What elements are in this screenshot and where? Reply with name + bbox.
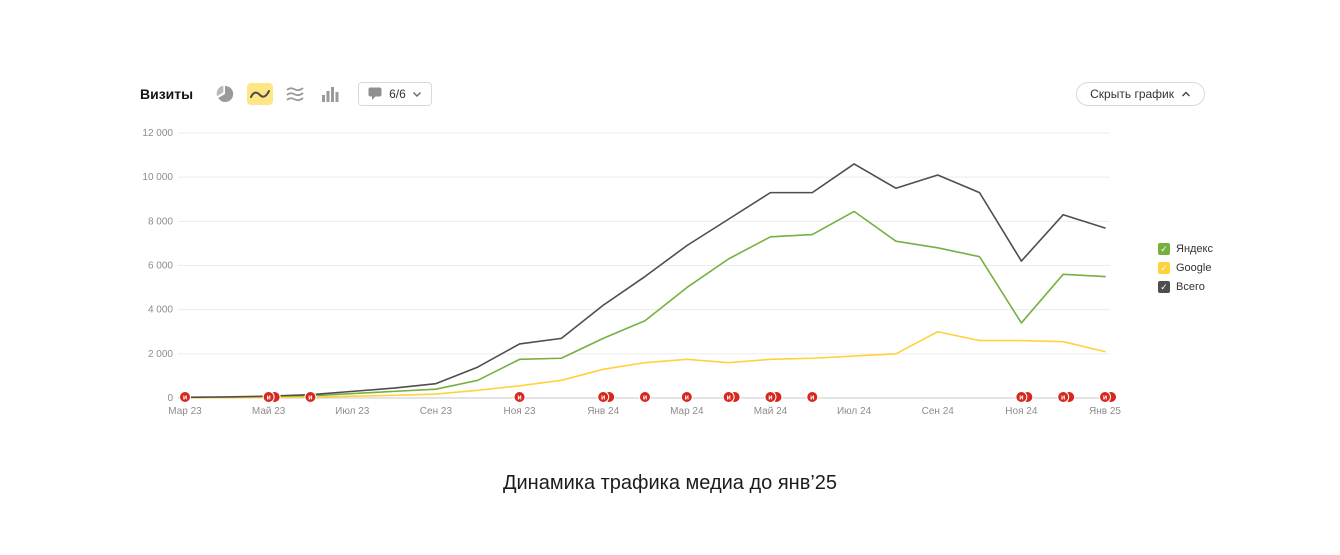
- svg-text:и: и: [768, 395, 772, 402]
- svg-text:Ноя 23: Ноя 23: [503, 406, 536, 417]
- legend-label: Яндекс: [1176, 243, 1213, 255]
- svg-text:Мар 23: Мар 23: [168, 406, 202, 417]
- chart-type-area-button[interactable]: [282, 83, 308, 105]
- legend-checkbox[interactable]: ✓: [1158, 243, 1170, 255]
- annotation-marker[interactable]: и: [1015, 391, 1034, 403]
- svg-text:и: и: [1019, 395, 1023, 402]
- svg-text:10 000: 10 000: [142, 172, 173, 183]
- svg-text:Янв 24: Янв 24: [587, 406, 619, 417]
- svg-text:6 000: 6 000: [148, 261, 173, 272]
- annotation-marker[interactable]: и: [764, 391, 783, 403]
- svg-text:и: и: [183, 395, 187, 402]
- pie-chart-icon: [216, 85, 234, 102]
- comments-filter-button[interactable]: 6/6: [358, 82, 432, 106]
- annotation-marker[interactable]: и: [722, 391, 741, 403]
- legend-label: Google: [1176, 262, 1212, 274]
- stacked-area-chart-icon: [286, 87, 304, 102]
- svg-text:и: и: [266, 395, 270, 402]
- svg-text:и: и: [308, 395, 312, 402]
- comment-bubble-icon: [368, 87, 382, 100]
- annotation-marker[interactable]: и: [1057, 391, 1076, 403]
- svg-text:4 000: 4 000: [148, 305, 173, 316]
- legend-label: Всего: [1176, 281, 1205, 293]
- svg-text:Мар 24: Мар 24: [670, 406, 704, 417]
- svg-text:и: и: [1103, 395, 1107, 402]
- legend-checkbox[interactable]: ✓: [1158, 281, 1170, 293]
- chart-toolbar: Визиты: [140, 80, 1205, 108]
- svg-text:Янв 25: Янв 25: [1089, 406, 1121, 417]
- chart-type-line-button[interactable]: [247, 83, 274, 105]
- legend-item-2[interactable]: ✓ Всего: [1158, 281, 1213, 293]
- svg-text:Июл 23: Июл 23: [335, 406, 370, 417]
- svg-text:и: и: [643, 395, 647, 402]
- svg-text:и: и: [726, 395, 730, 402]
- chart-type-pie-button[interactable]: [212, 83, 238, 105]
- annotation-marker[interactable]: и: [680, 391, 693, 403]
- svg-text:и: и: [810, 395, 814, 402]
- svg-text:2 000: 2 000: [148, 349, 173, 360]
- legend-item-0[interactable]: ✓ Яндекс: [1158, 243, 1213, 255]
- bar-chart-icon: [322, 87, 339, 102]
- svg-text:Сен 24: Сен 24: [922, 406, 955, 417]
- svg-text:Май 24: Май 24: [754, 406, 788, 417]
- line-chart-icon: [250, 90, 271, 98]
- legend-item-1[interactable]: ✓ Google: [1158, 262, 1213, 274]
- annotation-marker[interactable]: и: [597, 391, 616, 403]
- svg-text:8 000: 8 000: [148, 216, 173, 227]
- annotation-marker[interactable]: и: [179, 391, 191, 403]
- comments-count-label: 6/6: [389, 87, 406, 101]
- svg-text:0: 0: [167, 393, 173, 404]
- chart-caption: Динамика трафика медиа до янв’25: [502, 472, 838, 494]
- annotation-marker[interactable]: и: [639, 391, 651, 403]
- annotation-marker[interactable]: и: [513, 391, 526, 403]
- svg-text:12 000: 12 000: [142, 128, 173, 139]
- hide-chart-button[interactable]: Скрыть график: [1076, 82, 1205, 106]
- chevron-up-icon: [1182, 91, 1190, 96]
- svg-text:и: и: [685, 395, 689, 402]
- legend-checkbox[interactable]: ✓: [1158, 262, 1170, 274]
- svg-text:Ноя 24: Ноя 24: [1005, 406, 1038, 417]
- annotation-marker[interactable]: и: [1099, 391, 1117, 403]
- chart-type-bar-button[interactable]: [317, 83, 343, 105]
- hide-chart-label: Скрыть график: [1090, 87, 1174, 101]
- annotation-marker[interactable]: и: [806, 391, 819, 403]
- svg-text:Май 23: Май 23: [252, 406, 286, 417]
- traffic-line-chart: 0 2 000 4 000 6 000 8 000 10 000 12 000 Мар 23 М…: [142, 128, 1121, 417]
- chevron-down-icon: [412, 91, 421, 97]
- metric-title: Визиты: [140, 86, 194, 102]
- svg-text:Июл 24: Июл 24: [837, 406, 872, 417]
- annotation-marker[interactable]: и: [262, 391, 281, 403]
- svg-text:и: и: [1061, 395, 1065, 402]
- svg-text:и: и: [601, 395, 605, 402]
- chart-legend: ✓ Яндекс ✓ Google ✓ Всего: [1158, 243, 1213, 293]
- svg-text:и: и: [517, 395, 521, 402]
- svg-text:Сен 23: Сен 23: [420, 406, 453, 417]
- annotation-marker[interactable]: и: [304, 391, 317, 403]
